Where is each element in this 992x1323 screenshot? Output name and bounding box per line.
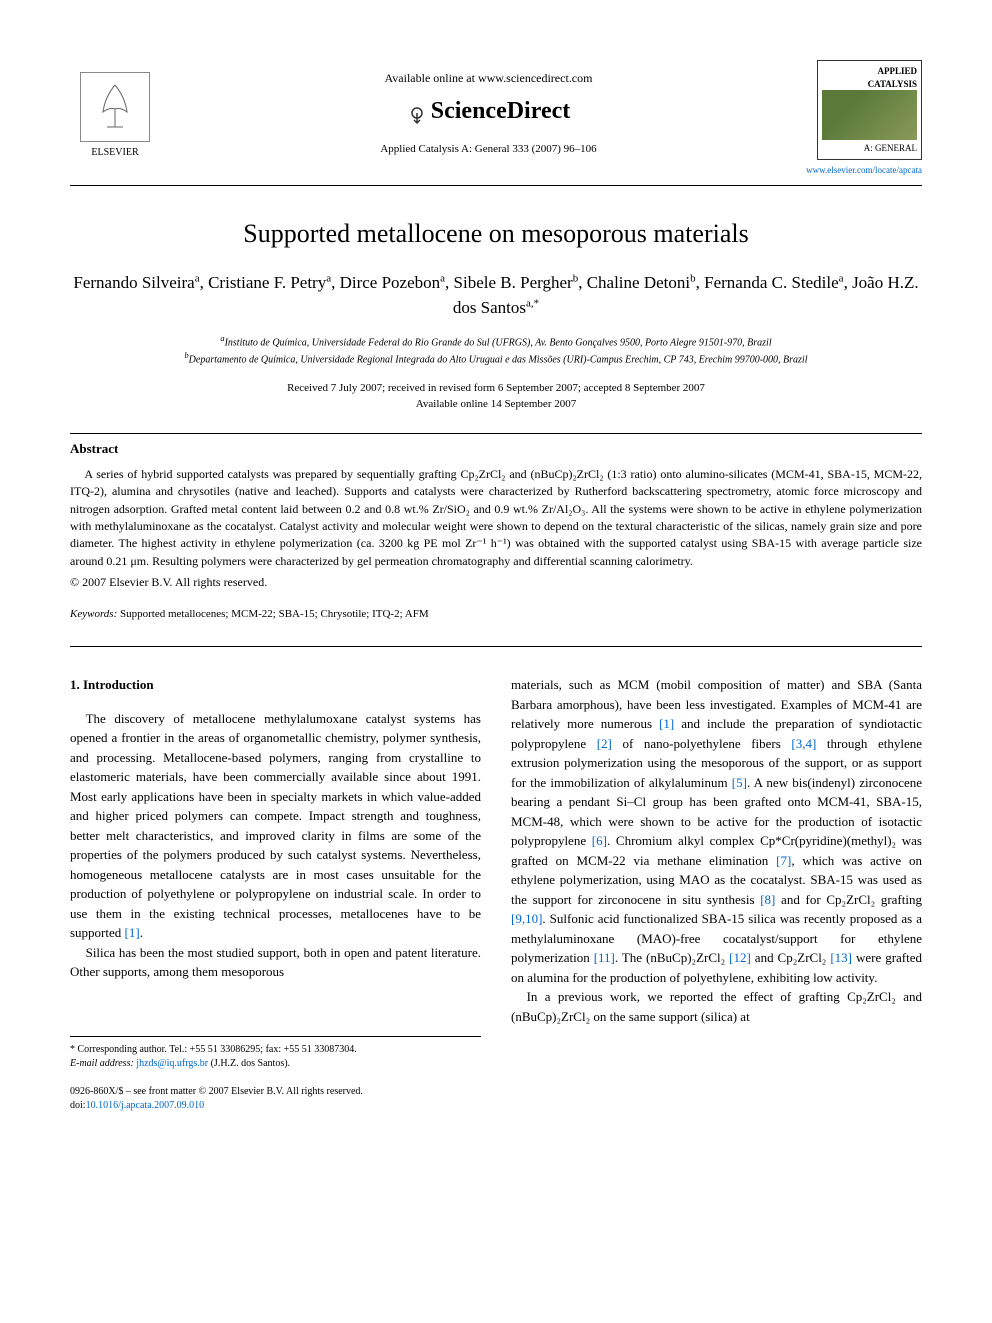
elsevier-logo: ELSEVIER <box>70 60 160 160</box>
affiliation-b: bDepartamento de Química, Universidade R… <box>70 350 922 367</box>
journal-reference: Applied Catalysis A: General 333 (2007) … <box>160 142 817 157</box>
journal-url[interactable]: www.elsevier.com/locate/apcata <box>806 164 922 177</box>
front-matter-line: 0926-860X/$ – see front matter © 2007 El… <box>70 1085 481 1099</box>
affiliations: aInstituto de Química, Universidade Fede… <box>70 333 922 368</box>
divider <box>70 646 922 647</box>
ref-link[interactable]: [1] <box>659 716 674 731</box>
ref-link[interactable]: [11] <box>594 950 615 965</box>
ref-link[interactable]: [13] <box>830 950 852 965</box>
sciencedirect-logo: ScienceDirect <box>160 95 817 129</box>
online-date: Available online 14 September 2007 <box>70 396 922 413</box>
cover-art-icon <box>822 90 917 140</box>
sciencedirect-text: ScienceDirect <box>431 95 571 129</box>
intro-para-2: Silica has been the most studied support… <box>70 943 481 982</box>
copyright-line: © 2007 Elsevier B.V. All rights reserved… <box>70 574 922 591</box>
email-label: E-mail address: <box>70 1058 134 1069</box>
intro-para-1: The discovery of metallocene methylalumo… <box>70 709 481 943</box>
received-date: Received 7 July 2007; received in revise… <box>70 380 922 397</box>
elsevier-tree-icon <box>80 72 150 142</box>
ref-link[interactable]: [8] <box>760 892 775 907</box>
ref-link[interactable]: [12] <box>729 950 751 965</box>
cover-title-line1: APPLIED <box>822 65 917 78</box>
corresponding-author: * Corresponding author. Tel.: +55 51 330… <box>70 1043 481 1057</box>
cover-subtitle: A: GENERAL <box>822 142 917 155</box>
keywords-text: Supported metallocenes; MCM-22; SBA-15; … <box>117 608 428 620</box>
abstract-text: A series of hybrid supported catalysts w… <box>70 466 922 570</box>
ref-link[interactable]: [2] <box>597 736 612 751</box>
column-left: 1. Introduction The discovery of metallo… <box>70 675 481 1113</box>
email-person: (J.H.Z. dos Santos). <box>208 1058 290 1069</box>
intro-para-3: materials, such as MCM (mobil compositio… <box>511 675 922 987</box>
ref-link[interactable]: [9,10] <box>511 911 542 926</box>
email-line: E-mail address: jhzds@iq.ufrgs.br (J.H.Z… <box>70 1057 481 1071</box>
ref-link[interactable]: [7] <box>776 853 791 868</box>
available-online-text: Available online at www.sciencedirect.co… <box>160 70 817 87</box>
authors-list: Fernando Silveiraa, Cristiane F. Petrya,… <box>70 270 922 321</box>
divider <box>70 433 922 434</box>
ref-link-1[interactable]: [1] <box>125 925 140 940</box>
footnotes: * Corresponding author. Tel.: +55 51 330… <box>70 1036 481 1071</box>
email-address[interactable]: jhzds@iq.ufrgs.br <box>134 1058 208 1069</box>
doi-line: doi:10.1016/j.apcata.2007.09.010 <box>70 1099 481 1113</box>
section-1-heading: 1. Introduction <box>70 675 481 695</box>
article-dates: Received 7 July 2007; received in revise… <box>70 380 922 413</box>
divider <box>70 185 922 186</box>
abstract-section: Abstract A series of hybrid supported ca… <box>70 440 922 591</box>
cover-title-line2: CATALYSIS <box>822 78 917 91</box>
intro-para-4: In a previous work, we reported the effe… <box>511 987 922 1026</box>
page-header: ELSEVIER Available online at www.science… <box>70 60 922 177</box>
footer-meta: 0926-860X/$ – see front matter © 2007 El… <box>70 1085 481 1113</box>
keywords-label: Keywords: <box>70 608 117 620</box>
article-title: Supported metallocene on mesoporous mate… <box>70 216 922 252</box>
keywords-line: Keywords: Supported metallocenes; MCM-22… <box>70 607 922 622</box>
body-columns: 1. Introduction The discovery of metallo… <box>70 675 922 1113</box>
ref-link[interactable]: [3,4] <box>791 736 816 751</box>
ref-link[interactable]: [5] <box>732 775 747 790</box>
ref-link[interactable]: [6] <box>592 833 607 848</box>
column-right: materials, such as MCM (mobil compositio… <box>511 675 922 1113</box>
journal-cover-block: APPLIED CATALYSIS A: GENERAL www.elsevie… <box>817 60 922 177</box>
elsevier-label: ELSEVIER <box>91 146 138 160</box>
abstract-heading: Abstract <box>70 440 922 458</box>
affiliation-a: aInstituto de Química, Universidade Fede… <box>70 333 922 350</box>
sciencedirect-icon <box>407 102 427 122</box>
center-header: Available online at www.sciencedirect.co… <box>160 60 817 158</box>
journal-cover-image: APPLIED CATALYSIS A: GENERAL <box>817 60 922 160</box>
doi-link[interactable]: 10.1016/j.apcata.2007.09.010 <box>86 1100 205 1111</box>
